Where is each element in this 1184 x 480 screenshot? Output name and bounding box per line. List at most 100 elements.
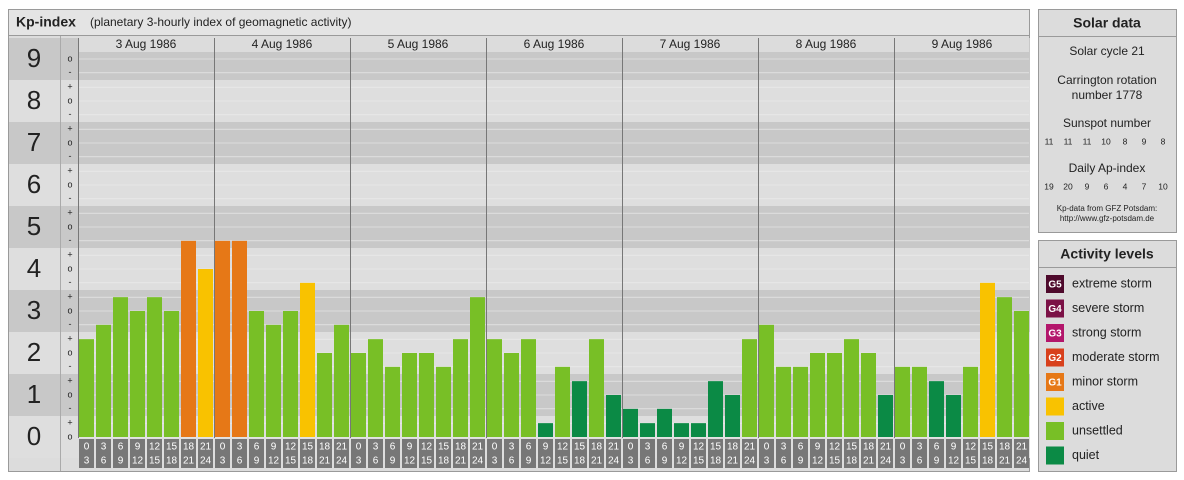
x-tick-label: 9 — [679, 442, 685, 453]
x-tick-cell — [164, 439, 179, 468]
bar — [691, 423, 706, 437]
bar — [249, 311, 264, 437]
x-tick-cell — [283, 439, 298, 468]
x-tick-label: 18 — [455, 442, 467, 453]
x-tick-cell — [130, 439, 145, 468]
minor-tick-label: o — [67, 221, 72, 231]
x-tick-cell — [113, 439, 128, 468]
x-tick-label: 3 — [900, 456, 906, 467]
date-label: 5 Aug 1986 — [388, 37, 449, 51]
x-tick-cell — [657, 439, 672, 468]
x-tick-cell — [708, 439, 723, 468]
minor-tick-label: + — [67, 82, 72, 92]
x-tick-label: 18 — [302, 456, 314, 467]
minor-tick-label: + — [67, 418, 72, 428]
sunspots-value: 11 — [1045, 136, 1054, 146]
legend-badge: G3 — [1048, 329, 1062, 340]
x-tick-cell — [946, 439, 961, 468]
x-tick-cell — [640, 439, 655, 468]
minor-tick-label: o — [67, 347, 72, 357]
bar — [929, 381, 944, 437]
bar — [572, 381, 587, 437]
x-tick-cell — [1014, 439, 1029, 468]
x-tick-label: 12 — [676, 456, 688, 467]
legend-swatch — [1046, 299, 1064, 318]
x-tick-label: 21 — [608, 442, 620, 453]
solar-title: Solar data — [1073, 15, 1141, 31]
x-tick-cell — [912, 439, 927, 468]
ap-value: 6 — [1104, 181, 1109, 191]
x-tick-label: 21 — [472, 442, 484, 453]
x-tick-label: 15 — [302, 442, 314, 453]
x-tick-cell — [691, 439, 706, 468]
date-label: 8 Aug 1986 — [796, 37, 857, 51]
x-tick-label: 12 — [132, 456, 144, 467]
x-tick-label: 15 — [557, 456, 569, 467]
x-tick-label: 15 — [710, 442, 722, 453]
x-tick-label: 6 — [373, 456, 379, 467]
minor-tick-label: + — [67, 250, 72, 260]
x-tick-cell — [861, 439, 876, 468]
bar — [402, 353, 417, 437]
x-tick-label: 12 — [268, 456, 280, 467]
x-tick-label: 3 — [628, 456, 634, 467]
x-tick-cell — [742, 439, 757, 468]
y-tick-label: 7 — [27, 127, 41, 157]
x-tick-label: 9 — [135, 442, 141, 453]
date-label: 6 Aug 1986 — [524, 37, 585, 51]
x-tick-label: 21 — [880, 442, 892, 453]
x-tick-cell — [810, 439, 825, 468]
legend-label: extreme storm — [1072, 276, 1152, 290]
minor-tick-label: o — [67, 263, 72, 273]
bar — [759, 324, 774, 437]
x-tick-label: 18 — [591, 442, 603, 453]
source: Kp-data from GFZ Potsdam: — [1057, 204, 1157, 213]
minor-tick-label: o — [67, 137, 72, 147]
minor-tick-label: o — [67, 389, 72, 399]
legend-label: quiet — [1072, 448, 1100, 462]
x-tick-cell — [623, 439, 638, 468]
x-tick-label: 9 — [662, 456, 668, 467]
bar — [1014, 311, 1029, 437]
x-tick-label: 0 — [900, 442, 906, 453]
sunspots-value: 8 — [1123, 136, 1128, 146]
legend-badge: G5 — [1048, 280, 1062, 291]
x-tick-cell — [368, 439, 383, 468]
solar-panel — [1038, 9, 1177, 233]
legend-swatch — [1046, 324, 1064, 342]
y-tick-label: 1 — [27, 379, 41, 409]
y-tick-label: 9 — [27, 43, 41, 73]
date-label: 4 Aug 1986 — [252, 37, 313, 51]
y-tick-label: 6 — [27, 169, 41, 199]
x-tick-label: 12 — [540, 456, 552, 467]
x-tick-cell — [776, 439, 791, 468]
bar — [623, 408, 638, 437]
x-tick-label: 3 — [373, 442, 379, 453]
x-tick-label: 6 — [917, 456, 923, 467]
x-tick-cell — [436, 439, 451, 468]
minor-tick-label: - — [69, 403, 72, 413]
date-label: 9 Aug 1986 — [932, 37, 993, 51]
minor-tick-label: + — [67, 124, 72, 134]
x-tick-cell — [674, 439, 689, 468]
legend-badge: G4 — [1048, 304, 1062, 315]
minor-tick-label: - — [69, 67, 72, 77]
x-tick-cell — [215, 439, 230, 468]
x-tick-cell — [181, 439, 196, 468]
x-tick-cell — [334, 439, 349, 468]
x-tick-label: 12 — [693, 442, 705, 453]
x-tick-label: 9 — [271, 442, 277, 453]
x-tick-label: 15 — [149, 456, 161, 467]
bar — [368, 339, 383, 437]
x-tick-label: 15 — [166, 442, 178, 453]
x-tick-label: 12 — [557, 442, 569, 453]
legend-swatch — [1046, 373, 1064, 391]
bar — [334, 324, 349, 437]
x-tick-label: 6 — [781, 456, 787, 467]
x-tick-label: 21 — [999, 456, 1011, 467]
x-tick-label: 3 — [509, 442, 515, 453]
bar — [266, 324, 281, 437]
bar — [470, 297, 485, 437]
x-tick-label: 24 — [744, 456, 756, 467]
x-tick-label: 18 — [183, 442, 195, 453]
